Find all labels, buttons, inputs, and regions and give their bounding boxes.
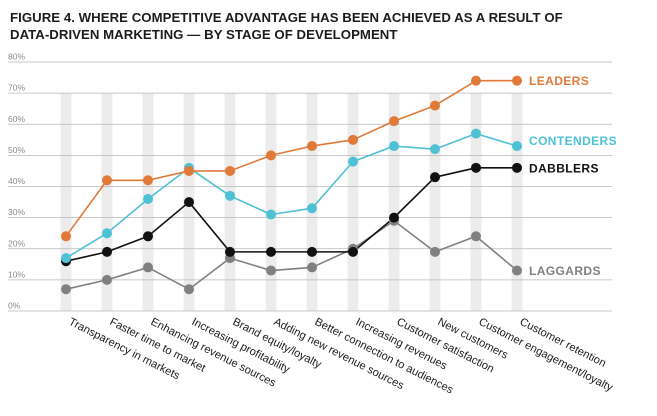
point-dabblers-increasing-profitability: [184, 197, 194, 208]
series-points: [61, 75, 522, 295]
column-band-brand-equity-loyalty: [224, 93, 236, 311]
point-leaders-transparency-in-markets: [61, 231, 71, 242]
point-dabblers-increasing-revenues: [348, 246, 358, 257]
point-dabblers-better-connection-to-audiences: [307, 246, 317, 257]
point-contenders-better-connection-to-audiences: [307, 203, 317, 214]
column-band-customer-satisfaction: [388, 93, 400, 311]
point-laggards-adding-new-revenue-sources: [266, 265, 276, 276]
point-contenders-new-customers: [430, 144, 440, 155]
point-dabblers-customer-satisfaction: [389, 212, 399, 223]
y-tick-label-10: 10%: [8, 269, 25, 279]
y-axis-tick-labels: 0% 10% 20% 30% 40% 50% 60% 70% 80%: [8, 52, 25, 311]
point-laggards-increasing-profitability: [184, 284, 194, 295]
series-line-leaders: [65, 79, 517, 237]
y-tick-label-0: 0%: [8, 301, 21, 311]
point-laggards-transparency-in-markets: [61, 284, 71, 295]
chart-title: FIGURE 4. WHERE COMPETITIVE ADVANTAGE HA…: [10, 9, 650, 43]
y-tick-label-70: 70%: [8, 83, 25, 93]
point-dabblers-new-customers: [430, 172, 440, 183]
series-line-contenders: [65, 132, 518, 259]
column-band-customer-engagement-loyalty: [470, 93, 482, 311]
point-dabblers-customer-retention: [512, 162, 522, 173]
y-tick-label-40: 40%: [8, 176, 25, 186]
y-tick-label-60: 60%: [8, 114, 25, 124]
point-leaders-enhancing-revenue-sources: [143, 175, 153, 186]
point-contenders-enhancing-revenue-sources: [143, 193, 153, 204]
point-laggards-better-connection-to-audiences: [307, 262, 317, 273]
series-line-laggards: [65, 219, 518, 291]
point-laggards-customer-engagement-loyalty: [471, 231, 481, 242]
series-label-laggards: LAGGARDS: [529, 264, 601, 278]
column-band-faster-time-to-market: [101, 93, 113, 311]
point-laggards-enhancing-revenue-sources: [143, 262, 153, 273]
y-tick-label-50: 50%: [8, 145, 25, 155]
point-laggards-faster-time-to-market: [102, 274, 112, 285]
point-leaders-customer-satisfaction: [389, 116, 399, 127]
point-dabblers-faster-time-to-market: [102, 246, 112, 257]
y-tick-label-20: 20%: [8, 238, 25, 248]
chart-title-line-1: FIGURE 4. WHERE COMPETITIVE ADVANTAGE HA…: [10, 10, 563, 25]
point-contenders-faster-time-to-market: [102, 228, 112, 239]
point-leaders-brand-equity-loyalty: [225, 165, 235, 176]
series-labels: LAGGARDS DABBLERS CONTENDERS LEADERS: [529, 74, 617, 278]
column-band-customer-retention: [511, 93, 523, 311]
point-leaders-adding-new-revenue-sources: [266, 150, 276, 161]
column-bands: [60, 93, 523, 311]
point-dabblers-customer-engagement-loyalty: [471, 162, 481, 173]
column-band-increasing-revenues: [347, 93, 359, 311]
point-contenders-increasing-revenues: [348, 156, 358, 167]
point-leaders-increasing-revenues: [348, 134, 358, 145]
gridlines: [8, 61, 612, 312]
chart-title-line-2: DATA-DRIVEN MARKETING — BY STAGE OF DEVE…: [10, 27, 398, 42]
point-leaders-increasing-profitability: [184, 165, 194, 176]
point-dabblers-brand-equity-loyalty: [225, 246, 235, 257]
column-band-better-connection-to-audiences: [306, 93, 318, 311]
point-laggards-customer-retention: [512, 265, 522, 276]
point-contenders-customer-engagement-loyalty: [471, 128, 481, 139]
column-band-transparency-in-markets: [60, 93, 72, 311]
series-lines: [65, 79, 518, 291]
point-leaders-customer-retention: [512, 75, 522, 86]
series-label-dabblers: DABBLERS: [529, 161, 599, 175]
column-band-adding-new-revenue-sources: [265, 93, 277, 311]
column-band-new-customers: [429, 93, 441, 311]
point-contenders-transparency-in-markets: [61, 253, 71, 264]
point-leaders-customer-engagement-loyalty: [471, 75, 481, 86]
series-line-dabblers: [65, 167, 517, 262]
point-contenders-customer-satisfaction: [389, 141, 399, 152]
point-dabblers-adding-new-revenue-sources: [266, 246, 276, 257]
point-contenders-customer-retention: [512, 141, 522, 152]
point-leaders-better-connection-to-audiences: [307, 141, 317, 152]
point-leaders-faster-time-to-market: [102, 175, 112, 186]
point-leaders-new-customers: [430, 100, 440, 111]
series-label-leaders: LEADERS: [529, 74, 589, 88]
y-tick-label-80: 80%: [8, 52, 25, 62]
point-dabblers-enhancing-revenue-sources: [143, 231, 153, 242]
series-label-contenders: CONTENDERS: [529, 134, 617, 148]
point-laggards-new-customers: [430, 246, 440, 257]
point-contenders-brand-equity-loyalty: [225, 190, 235, 201]
point-contenders-adding-new-revenue-sources: [266, 209, 276, 220]
y-tick-label-30: 30%: [8, 207, 25, 217]
